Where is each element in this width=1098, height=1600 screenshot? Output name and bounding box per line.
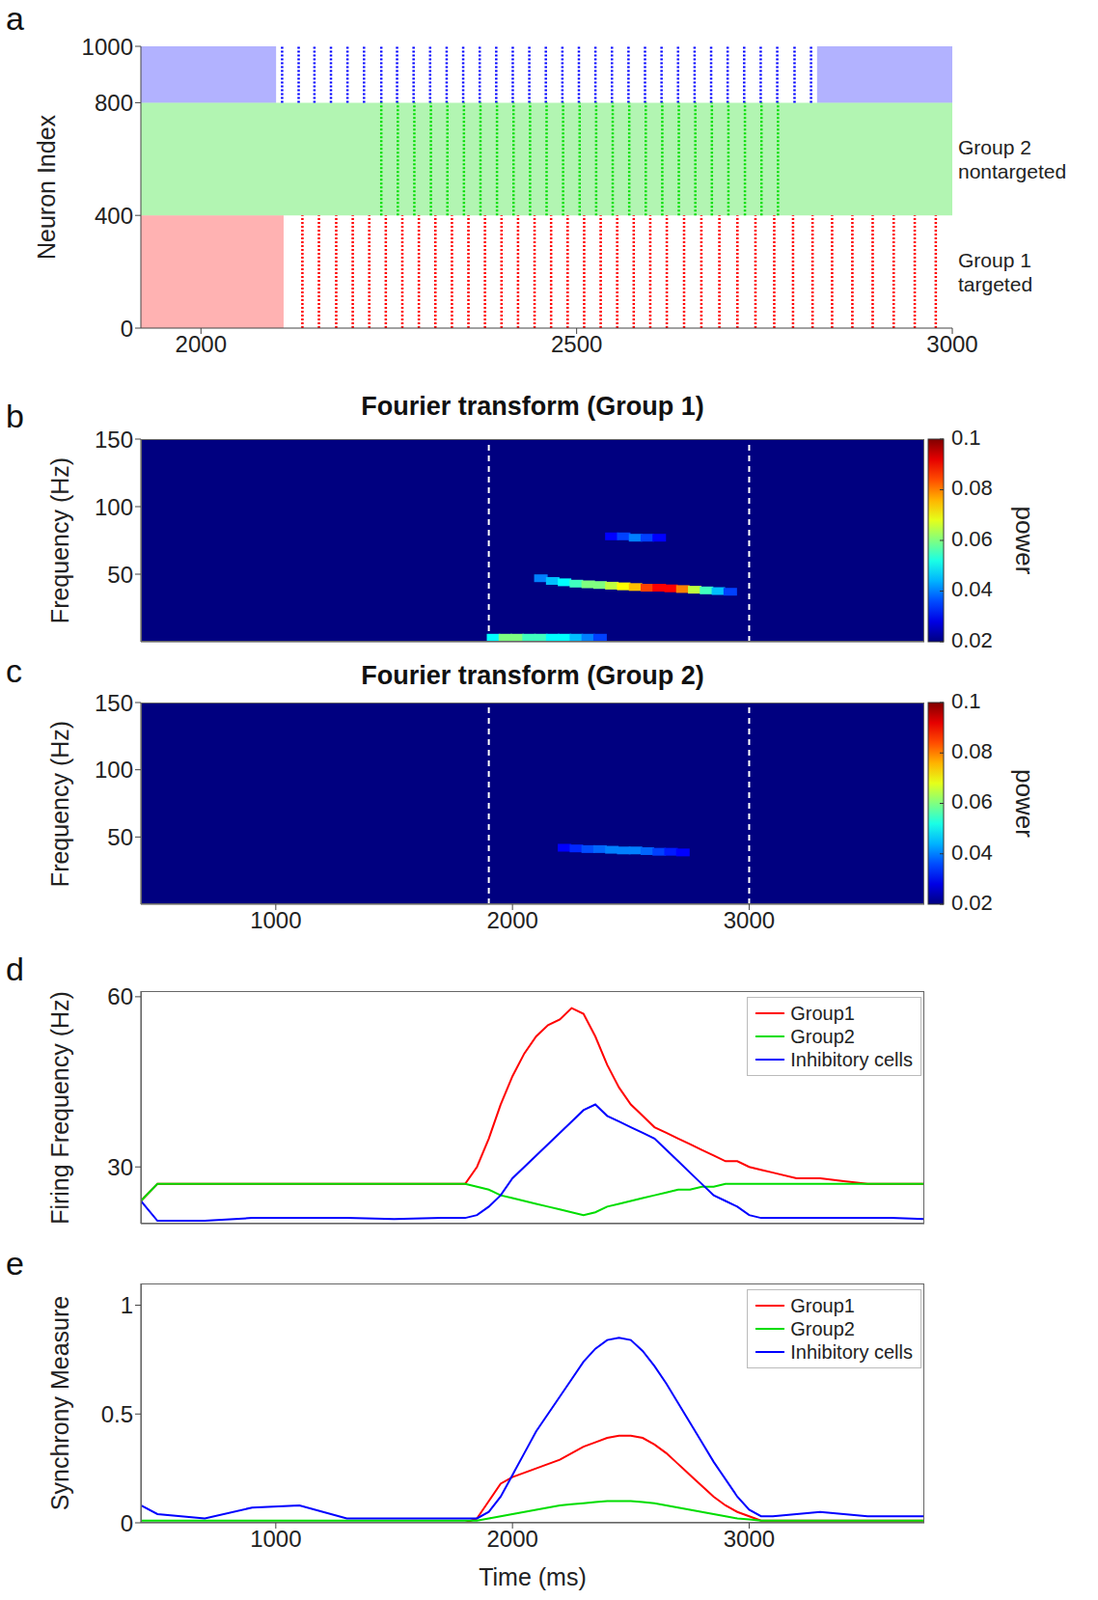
- svg-text:30: 30: [107, 1153, 134, 1181]
- html-text:Group1: Group1: [790, 1001, 855, 1024]
- svg-text:0.06: 0.06: [951, 789, 993, 814]
- svg-text:400: 400: [94, 202, 134, 229]
- svg-text:0.02: 0.02: [951, 890, 993, 915]
- html-text:e: e: [5, 1244, 25, 1282]
- svg-text:2000: 2000: [486, 1525, 538, 1552]
- svg-text:2000: 2000: [175, 330, 227, 357]
- svg-text:0.02: 0.02: [951, 628, 993, 653]
- svg-text:150: 150: [94, 426, 134, 453]
- svg-text:0.1: 0.1: [951, 688, 982, 714]
- html-text:Frequency (Hz): Frequency (Hz): [45, 457, 73, 624]
- html-text:Inhibitory cells: Inhibitory cells: [790, 1340, 913, 1362]
- svg-text:60: 60: [107, 983, 134, 1010]
- svg-text:0.5: 0.5: [101, 1400, 134, 1428]
- html-text:d: d: [5, 950, 25, 988]
- svg-text:1: 1: [120, 1291, 134, 1318]
- svg-text:0: 0: [120, 315, 134, 342]
- svg-text:150: 150: [94, 689, 134, 716]
- svg-text:50: 50: [107, 561, 134, 588]
- html-text:Time (ms): Time (ms): [478, 1563, 587, 1591]
- svg-text:3000: 3000: [926, 330, 978, 357]
- html-text:Frequency (Hz): Frequency (Hz): [45, 720, 73, 887]
- svg-text:0.08: 0.08: [951, 475, 993, 500]
- svg-text:100: 100: [94, 756, 134, 783]
- html-text:Inhibitory cells: Inhibitory cells: [790, 1048, 913, 1070]
- html-text:a: a: [5, 0, 25, 37]
- svg-text:1000: 1000: [82, 33, 134, 60]
- svg-text:0: 0: [120, 1509, 134, 1537]
- svg-text:0.06: 0.06: [951, 526, 993, 551]
- svg-text:50: 50: [107, 823, 134, 851]
- html-text:Synchrony Measure: Synchrony Measure: [45, 1295, 73, 1511]
- svg-text:0.04: 0.04: [951, 576, 993, 602]
- html-text:Group 2 nontargeted: Group 2 nontargeted: [958, 135, 1067, 183]
- html-text:Group1: Group1: [790, 1294, 855, 1316]
- html-text:Group 1 targeted: Group 1 targeted: [958, 248, 1033, 295]
- html-text:b: b: [5, 397, 25, 435]
- html-text:Firing Frequency (Hz): Firing Frequency (Hz): [45, 990, 73, 1224]
- svg-text:power: power: [1010, 506, 1040, 576]
- svg-text:0.08: 0.08: [951, 739, 993, 764]
- svg-text:0.1: 0.1: [951, 425, 982, 450]
- svg-text:100: 100: [94, 494, 134, 521]
- svg-text:1000: 1000: [249, 906, 302, 934]
- html-text:Neuron Index: Neuron Index: [32, 114, 60, 260]
- svg-text:1000: 1000: [249, 1525, 302, 1552]
- svg-text:0.04: 0.04: [951, 840, 993, 865]
- html-text:Group2: Group2: [790, 1025, 855, 1047]
- svg-text:power: power: [1010, 768, 1040, 838]
- svg-text:2500: 2500: [550, 330, 603, 357]
- html-text:Group2: Group2: [790, 1317, 855, 1339]
- html-text:c: c: [5, 652, 23, 689]
- svg-text:3000: 3000: [723, 906, 775, 934]
- svg-text:800: 800: [94, 89, 134, 116]
- svg-text:3000: 3000: [723, 1525, 775, 1552]
- svg-text:2000: 2000: [486, 906, 538, 934]
- html-text:Fourier transform (Group 2): Fourier transform (Group 2): [361, 660, 705, 690]
- html-text:Fourier transform (Group 1): Fourier transform (Group 1): [361, 391, 705, 421]
